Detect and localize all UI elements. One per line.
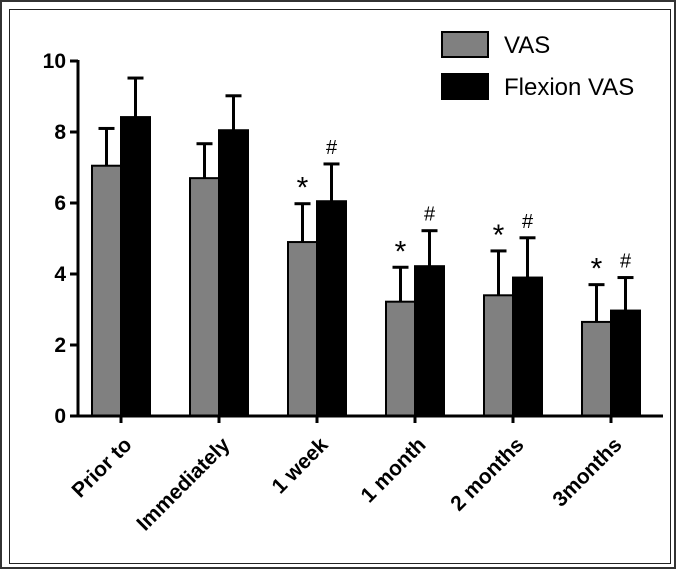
bar-flexion-vas-1 (218, 129, 249, 417)
x-tick-label: Prior to (67, 433, 136, 502)
x-tick-label: 3months (548, 433, 626, 511)
figure-inner-border (9, 9, 671, 564)
y-tick-label: 0 (54, 405, 66, 428)
error-bars-layer (98, 76, 634, 322)
significance-hash: # (620, 251, 632, 273)
significance-hash: # (424, 204, 436, 226)
bar-flexion-vas-3 (414, 265, 445, 417)
bar-flexion-vas-5 (610, 309, 641, 417)
y-tick-label: 2 (54, 334, 66, 357)
x-tick-label: 1 week (268, 433, 333, 498)
significance-star: * (395, 235, 407, 268)
bar-vas-0 (91, 164, 122, 417)
significance-star: * (297, 172, 309, 205)
x-tick-label: 1 month (357, 433, 431, 507)
significance-hash: # (522, 211, 534, 233)
bar-flexion-vas-0 (120, 116, 151, 417)
x-tick-label: Immediately (132, 433, 234, 535)
bar-flexion-vas-4 (512, 276, 543, 417)
significance-hash: # (326, 137, 338, 159)
bar-vas-1 (189, 177, 220, 417)
legend-swatch-vas (441, 31, 489, 58)
significance-star: * (591, 253, 603, 286)
bar-vas-5 (581, 320, 612, 417)
bars-layer (91, 116, 641, 417)
y-tick-label: 4 (54, 263, 66, 286)
y-tick-labels: 0 2 4 6 8 10 (43, 50, 67, 428)
legend: VAS Flexion VAS (441, 31, 634, 101)
x-tick-label: 2 months (446, 433, 528, 515)
legend-label-flexion-vas: Flexion VAS (504, 74, 634, 101)
significance-star: * (493, 219, 505, 252)
legend-label-vas: VAS (504, 32, 550, 59)
bar-vas-2 (287, 241, 318, 417)
y-tick-label: 8 (54, 121, 66, 144)
annotations-layer: * # * # * # * # (297, 137, 632, 286)
y-tick-label: 6 (54, 192, 66, 215)
bar-flexion-vas-2 (316, 200, 347, 417)
bar-vas-3 (385, 300, 416, 417)
y-tick-label: 10 (43, 50, 66, 73)
bar-vas-4 (483, 294, 514, 417)
legend-swatch-flexion-vas (441, 73, 489, 100)
axes-layer (70, 59, 663, 423)
